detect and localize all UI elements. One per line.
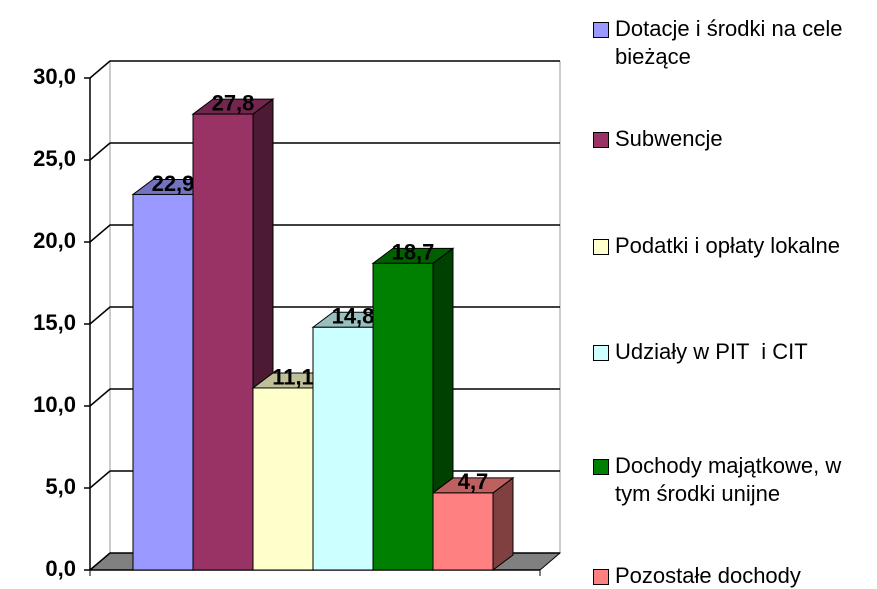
bar [252, 387, 314, 571]
legend-label: Dotacje i środki na cele bieżące [615, 16, 849, 69]
legend-label: Subwencje [615, 126, 723, 151]
legend-swatch [593, 345, 609, 361]
y-tick-label: 30,0 [33, 64, 76, 89]
y-tick-label: 0,0 [45, 556, 76, 581]
legend-label: Podatki i opłaty lokalne [615, 233, 841, 258]
y-tick-label: 10,0 [33, 392, 76, 417]
legend-item: Udziały w PIT i CIT [593, 338, 873, 366]
value-label: 11,1 [272, 364, 314, 389]
bar [132, 193, 194, 571]
legend-item: Podatki i opłaty lokalne [593, 232, 873, 260]
y-tick-label: 25,0 [33, 146, 76, 171]
value-label: 22,9 [152, 171, 195, 196]
legend-swatch [593, 22, 609, 38]
value-label: 18,7 [392, 240, 435, 265]
legend-label: Pozostałe dochody [615, 563, 801, 588]
legend-swatch [593, 132, 609, 148]
bar-side [492, 476, 514, 571]
y-tick-label: 15,0 [33, 310, 76, 335]
bar [372, 262, 434, 571]
legend-item: Dochody majątkowe, w tym środki unijne [593, 452, 873, 508]
y-tick-label: 5,0 [45, 474, 76, 499]
value-label: 27,8 [212, 90, 255, 115]
legend-item: Dotacje i środki na cele bieżące [593, 15, 873, 71]
grid-line [89, 142, 560, 161]
legend-swatch [593, 459, 609, 475]
legend-label: Dochody majątkowe, w tym środki unijne [615, 453, 848, 506]
bar [192, 113, 254, 571]
legend-swatch [593, 239, 609, 255]
legend-swatch [593, 569, 609, 585]
legend-item: Subwencje [593, 125, 873, 153]
legend-label: Udziały w PIT i CIT [615, 339, 808, 364]
y-tick-label: 20,0 [33, 228, 76, 253]
value-label: 4,7 [458, 469, 489, 494]
grid-line [89, 60, 560, 79]
grid-line [89, 224, 560, 243]
legend-item: Pozostałe dochody [593, 562, 873, 589]
bar [432, 492, 494, 571]
value-label: 14,8 [332, 304, 375, 329]
bar [312, 326, 374, 571]
